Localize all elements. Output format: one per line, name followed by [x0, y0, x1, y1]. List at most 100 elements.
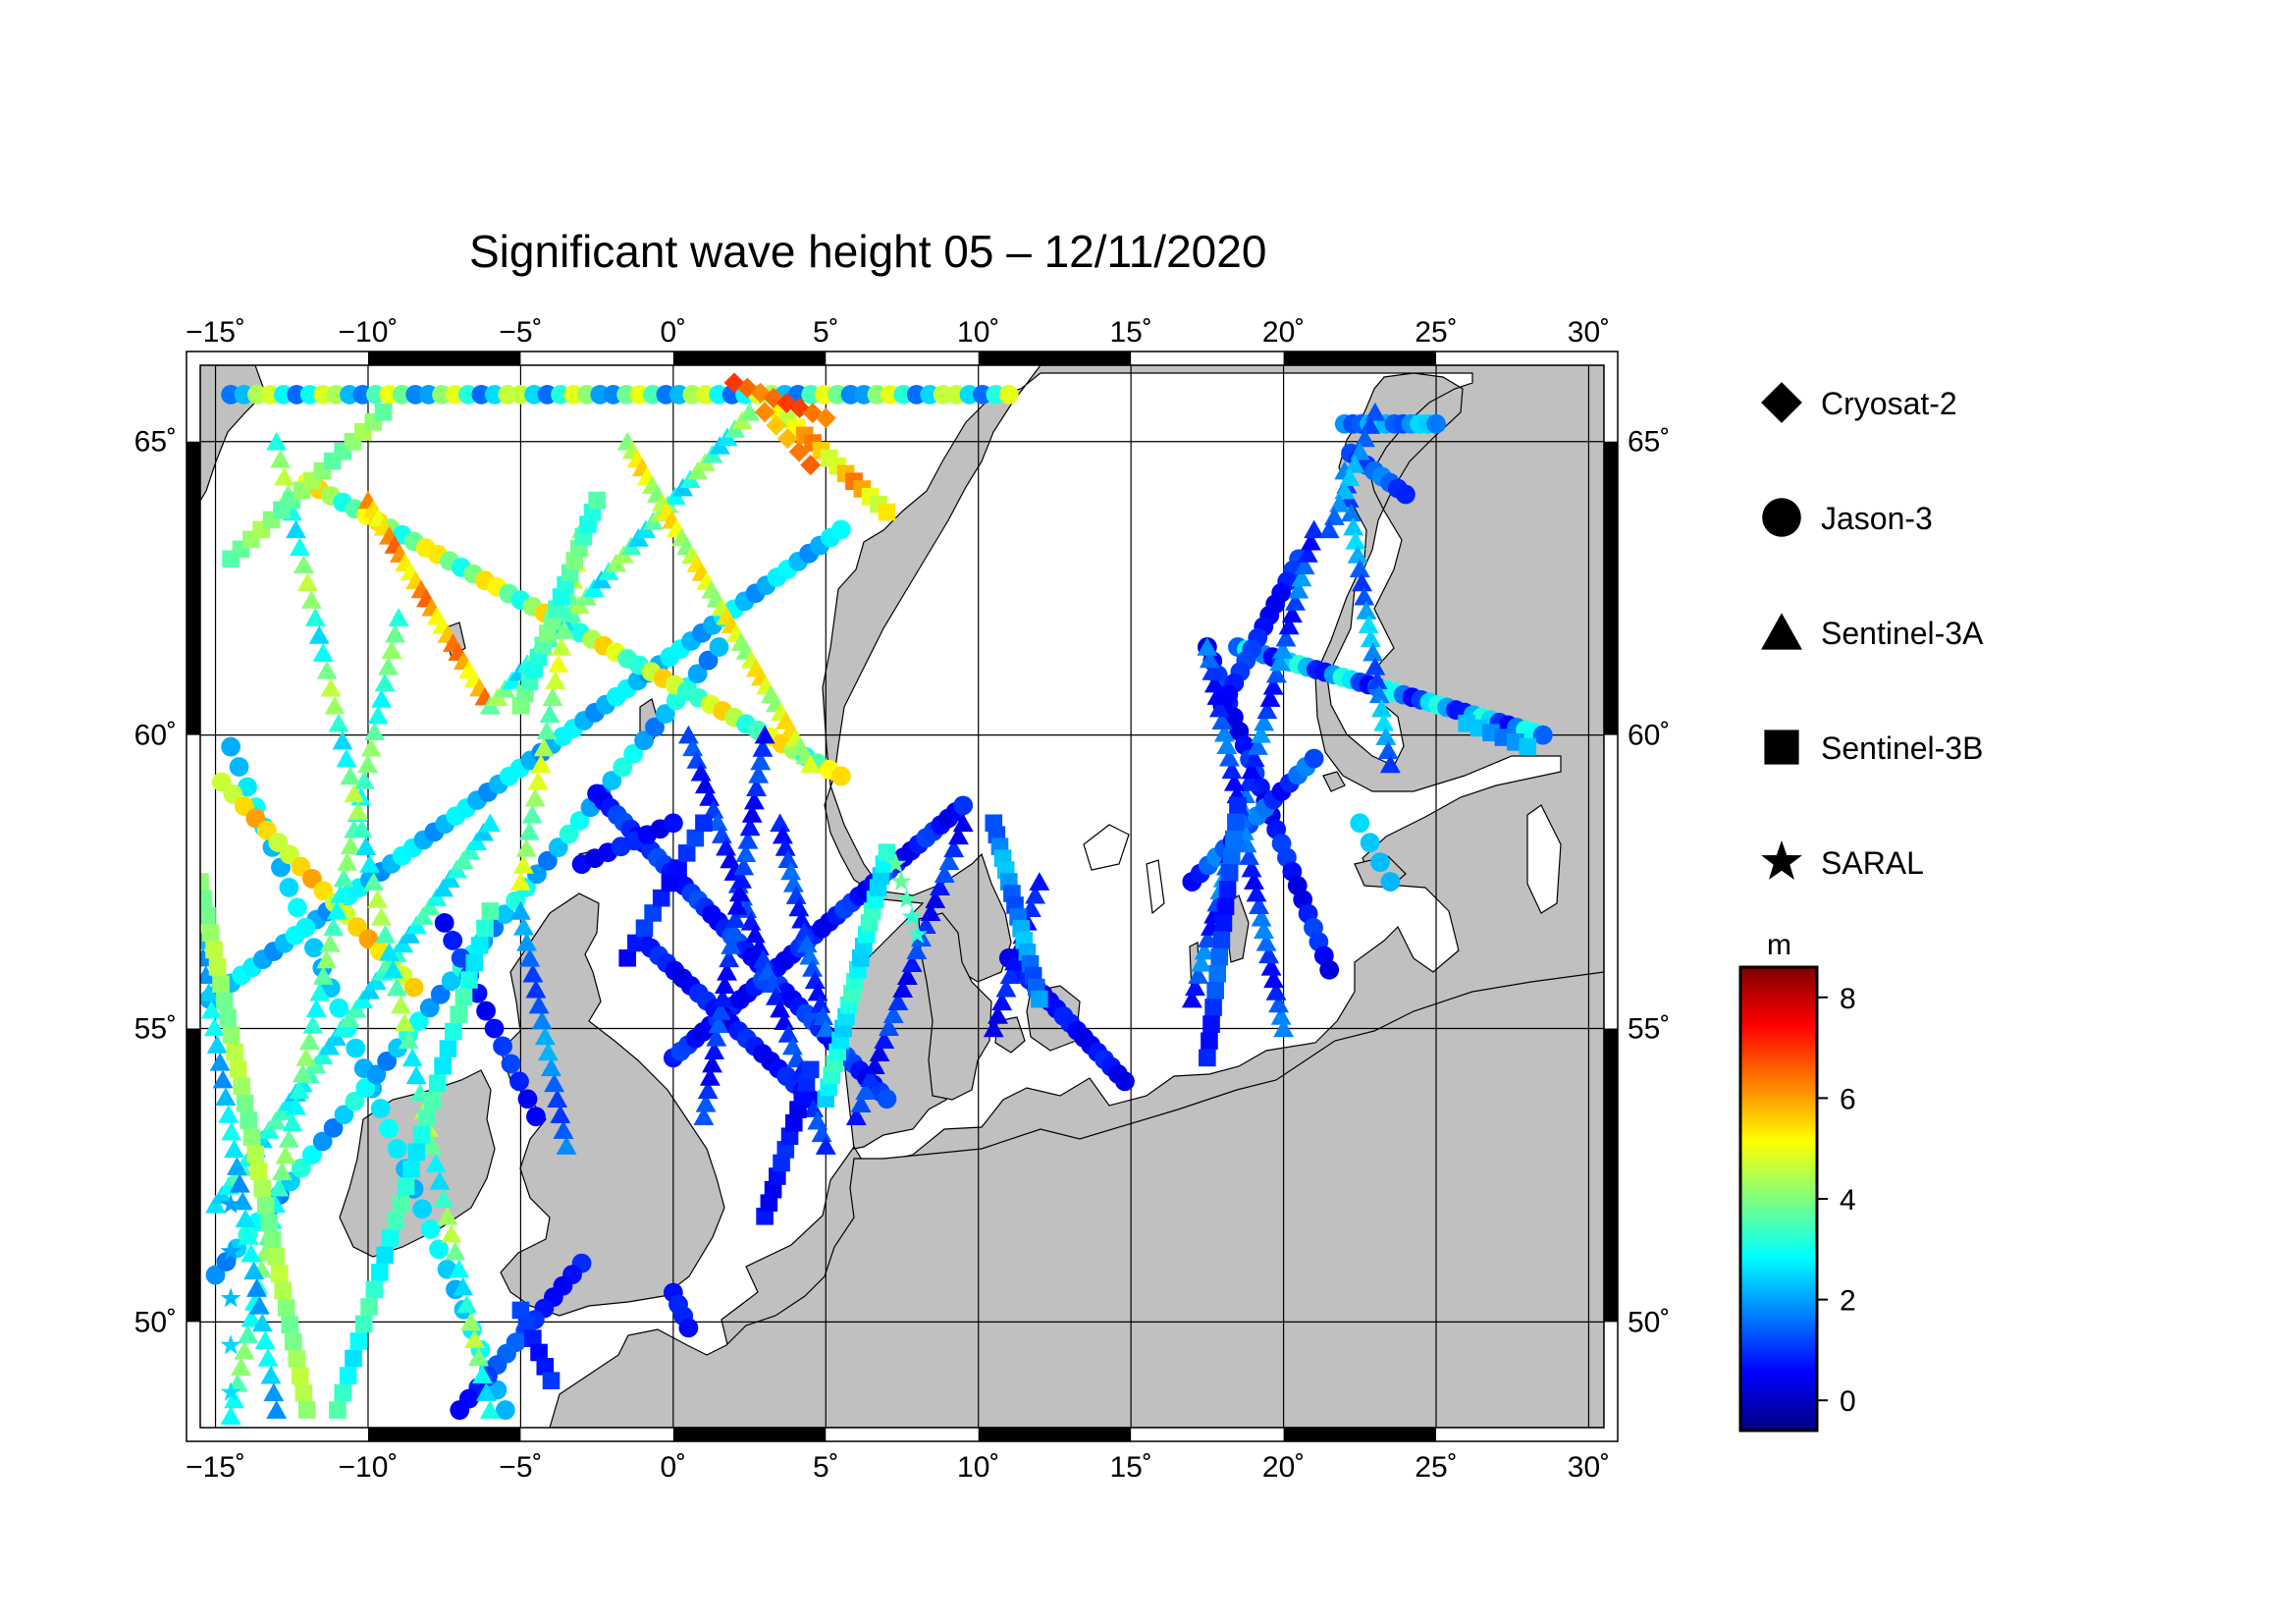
- swh-point-circle: [493, 1036, 512, 1056]
- swh-point-square: [345, 1349, 362, 1368]
- swh-point-circle: [221, 736, 240, 757]
- swh-point-square: [465, 953, 484, 972]
- swh-point-circle: [877, 1089, 897, 1109]
- swh-point-square: [370, 1264, 389, 1281]
- colorbar-tick-label: 0: [1840, 1385, 1856, 1418]
- land-layer: [200, 365, 1604, 1428]
- lon-tick-label: −15˚: [186, 316, 245, 349]
- swh-point-square: [288, 1350, 306, 1368]
- swh-point-circle: [303, 938, 324, 958]
- lon-tick-label: 20˚: [1262, 1451, 1305, 1484]
- swh-point-circle: [279, 877, 299, 897]
- lake-vattern: [1146, 859, 1165, 915]
- inner-frame: [199, 364, 1605, 1429]
- lon-tick-label: 0˚: [661, 1451, 687, 1484]
- swh-point-circle: [709, 637, 729, 657]
- swh-point-square: [1208, 964, 1227, 983]
- swh-point-circle: [1426, 413, 1446, 434]
- legend-circle-icon: [1762, 498, 1801, 537]
- lat-tick-label: 65˚: [134, 426, 177, 459]
- colorbar-unit: m: [1767, 929, 1791, 961]
- colorbar-tick-label: 4: [1840, 1184, 1856, 1217]
- swh-point-square: [1202, 1015, 1220, 1033]
- colorbar-tick-label: 8: [1840, 983, 1856, 1015]
- swh-point-square: [274, 1281, 293, 1300]
- swh-point-square: [270, 1265, 289, 1283]
- swh-point-circle: [370, 1099, 391, 1118]
- swh-point-square: [1210, 947, 1229, 966]
- lon-tick-label: 10˚: [957, 1451, 999, 1484]
- lake-vanern: [1083, 824, 1130, 871]
- swh-point-square: [481, 902, 500, 920]
- swh-point-circle: [1396, 484, 1415, 505]
- land-aland: [1322, 771, 1346, 792]
- swh-point-square: [208, 958, 227, 976]
- swh-point-circle: [517, 1089, 538, 1109]
- swh-point-square: [418, 1109, 436, 1127]
- swh-point-square: [226, 1043, 243, 1061]
- swh-point-square: [229, 1060, 247, 1078]
- swh-point-square: [200, 890, 213, 908]
- lon-tick-label: −10˚: [339, 1451, 399, 1484]
- swh-point-square: [428, 1074, 447, 1092]
- frame-band: [1283, 1428, 1437, 1441]
- swh-point-square: [212, 975, 230, 993]
- swh-point-square: [246, 1145, 264, 1163]
- lon-tick-label: 15˚: [1109, 316, 1151, 349]
- swh-point-square: [644, 904, 662, 922]
- swh-point-square: [407, 1143, 426, 1162]
- lon-tick-label: 15˚: [1109, 1451, 1151, 1484]
- swh-point-square: [365, 1280, 384, 1299]
- swh-point-square: [360, 1298, 378, 1316]
- swh-point-square: [1225, 830, 1243, 848]
- satellite-legend: Cryosat-2 Jason-3 Sentinel-3A Sentinel-3B SA…: [1761, 382, 1984, 881]
- swh-point-square: [222, 1026, 240, 1045]
- lon-tick-label: 20˚: [1262, 316, 1305, 349]
- swh-point-square: [695, 814, 713, 833]
- swh-point-square: [476, 919, 494, 938]
- swh-point-square: [397, 1177, 415, 1196]
- legend-label: Sentinel-3A: [1821, 616, 1984, 651]
- swh-point-circle: [1350, 813, 1370, 834]
- map-frame: [186, 351, 1619, 1442]
- lon-tick-label: −10˚: [339, 316, 399, 349]
- colorbar-gradient: [1738, 965, 1819, 1433]
- swh-point-square: [200, 906, 216, 925]
- swh-point-square: [878, 503, 896, 521]
- swh-point-square: [460, 971, 478, 989]
- swh-point-square: [284, 1332, 302, 1351]
- swh-point-square: [236, 1094, 254, 1112]
- swh-point-square: [392, 1195, 410, 1213]
- frame-band: [978, 352, 1132, 365]
- map-panel: −15˚ −15˚ −10˚ −10˚ −5˚ −5˚ 0˚ 0˚ 5˚ 5˚ 10˚ 10˚ 15˚ 1…: [134, 316, 1671, 1484]
- swh-point-square: [240, 1111, 257, 1129]
- swh-point-square: [661, 874, 679, 893]
- swh-point-square: [205, 941, 223, 959]
- swh-point-circle: [830, 766, 851, 786]
- swh-point-circle: [295, 917, 316, 938]
- frame-band: [978, 1428, 1132, 1441]
- lat-tick-label: 60˚: [134, 720, 177, 752]
- legend-label: Jason-3: [1821, 501, 1933, 536]
- swh-point-square: [294, 1383, 313, 1402]
- legend-diamond-icon: [1761, 382, 1802, 423]
- lon-tick-label: 30˚: [1568, 1451, 1610, 1484]
- swh-point-square: [201, 924, 220, 942]
- swh-point-square: [1220, 864, 1239, 882]
- frame-band: [672, 352, 827, 365]
- swh-point-square: [387, 1212, 404, 1230]
- axis-ticks: −15˚ −15˚ −10˚ −10˚ −5˚ −5˚ 0˚ 0˚ 5˚ 5˚ 10˚ 10˚ 15˚ 1…: [134, 316, 1671, 1484]
- swh-point-square: [434, 1056, 452, 1075]
- swh-point-square: [374, 404, 393, 421]
- swh-point-square: [291, 1367, 309, 1385]
- swh-point-circle: [1319, 959, 1340, 980]
- land-france: [549, 971, 1604, 1428]
- land-funen: [994, 1016, 1026, 1054]
- swh-point-square: [686, 829, 705, 847]
- swh-point-square: [233, 1077, 250, 1096]
- lat-tick-label: 65˚: [1628, 426, 1670, 459]
- swh-point-circle: [420, 1218, 441, 1239]
- lat-tick-label: 55˚: [1628, 1013, 1670, 1046]
- swh-point-circle: [346, 1038, 366, 1058]
- swh-point-square: [618, 948, 637, 967]
